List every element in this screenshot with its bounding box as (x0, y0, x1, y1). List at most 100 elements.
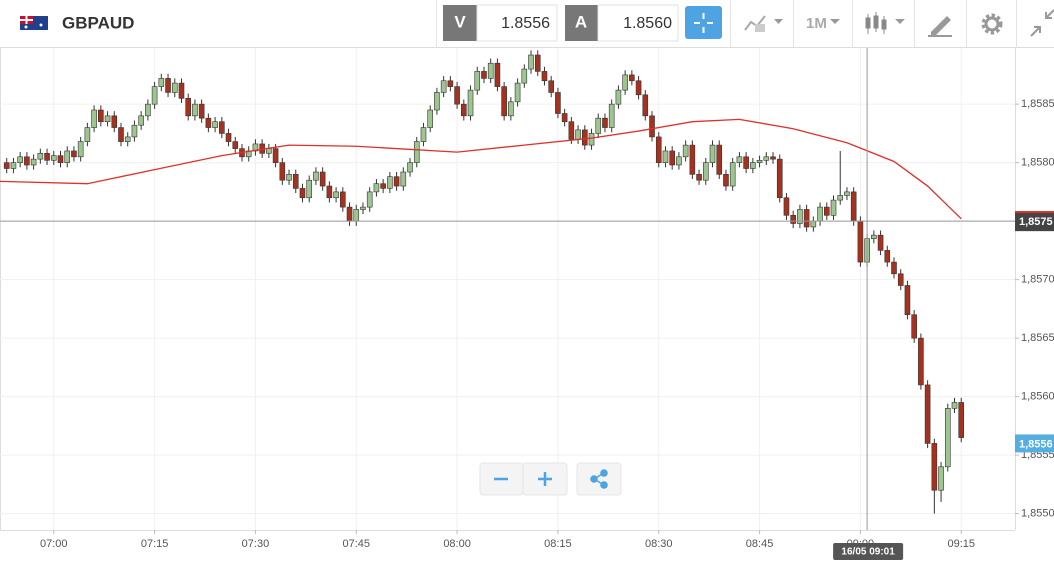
crosshair-y-tag (1015, 211, 1054, 232)
candle-body (911, 314, 917, 339)
candle-body (192, 103, 198, 117)
candle-body (797, 209, 803, 224)
y-tick-label: 1,8585 (1021, 98, 1054, 110)
candle-body (770, 156, 776, 160)
candle-body (185, 98, 192, 117)
candle-body (232, 141, 239, 149)
candle-body (918, 337, 924, 386)
candle-body (151, 86, 158, 105)
candle-body (165, 78, 171, 93)
flag-icon (20, 16, 48, 30)
candle-body (582, 129, 588, 146)
candle-body (407, 162, 413, 173)
candle-body (98, 109, 104, 123)
candle-body (871, 234, 877, 239)
crosshair-button[interactable] (685, 6, 722, 39)
candle-body (595, 117, 602, 134)
candle-body (124, 136, 131, 142)
candle-body (931, 443, 938, 491)
candle-body (897, 273, 904, 286)
candle-body (467, 89, 474, 117)
candle-body (548, 80, 554, 93)
x-tick-label: 08:45 (746, 538, 774, 550)
x-tick-label: 09:15 (947, 538, 975, 550)
x-tick-label: 08:15 (544, 538, 572, 550)
candle-body (676, 156, 682, 166)
y-tick-label: 1,8560 (1021, 391, 1054, 403)
candle-body (272, 148, 279, 163)
candle-body (3, 162, 10, 169)
plus-icon (538, 472, 552, 486)
candle-body (373, 183, 380, 193)
candle-body (702, 162, 709, 181)
candle-body (481, 71, 487, 79)
candle-body (555, 92, 561, 114)
crosshair-x-tag (833, 543, 904, 560)
candle-body (891, 261, 897, 275)
candle-body (649, 115, 655, 138)
candle-body (205, 117, 212, 128)
candle-body (24, 156, 30, 166)
settings-button[interactable] (981, 13, 1003, 35)
x-tick-label: 08:00 (443, 538, 471, 550)
candle-body (823, 206, 830, 216)
toolbar: GBPAUD V 1.8556 A 1.8560 1M (0, 0, 1054, 48)
ask-price: 1.8560 (623, 15, 672, 32)
candle-body (380, 183, 386, 189)
candle-body (487, 62, 494, 79)
candle-body (50, 155, 57, 161)
candle-body (91, 109, 97, 128)
bid-label: V (454, 12, 466, 31)
share-button[interactable] (576, 462, 622, 496)
candle-body (938, 466, 944, 491)
chart-type-button[interactable] (744, 15, 783, 32)
candle-style-button[interactable] (865, 12, 905, 34)
candle-body (857, 220, 864, 263)
candle-body (111, 115, 118, 128)
draw-tools-button[interactable] (928, 16, 952, 37)
candle-body (306, 179, 313, 199)
zoom-controls (479, 462, 622, 496)
crosshair-icon (694, 13, 713, 33)
candle-body (501, 86, 507, 117)
candle-body (689, 144, 696, 175)
candle-body (763, 156, 770, 161)
candle-body (299, 188, 306, 199)
ask-label-box (565, 5, 598, 41)
candle-body (568, 121, 575, 140)
candle-body (326, 185, 333, 199)
y-tick-label: 1,8570 (1021, 274, 1054, 286)
candle-body (696, 174, 702, 181)
candle-body (145, 103, 151, 117)
x-tick-label: 08:30 (645, 538, 673, 550)
candle-body (884, 250, 891, 263)
candle-body (10, 162, 17, 169)
candle-body (17, 156, 23, 163)
bid-label-box (443, 5, 477, 41)
candle-body (877, 234, 884, 251)
candle-body (84, 127, 91, 142)
fullscreen-button[interactable] (1030, 9, 1054, 37)
candle-body (447, 80, 454, 87)
crosshair-x-label: 16/05 09:01 (841, 547, 895, 558)
y-tick-label: 1,8550 (1021, 508, 1054, 520)
candle-body (353, 209, 360, 222)
candle-body (776, 158, 783, 199)
timeframe[interactable]: 1M (806, 15, 827, 32)
ask-field[interactable] (597, 4, 679, 42)
candle-body (434, 92, 440, 111)
candle-body (723, 174, 729, 187)
candle-body (131, 124, 138, 138)
x-tick-label: 07:15 (141, 538, 169, 550)
candle-body (736, 156, 743, 163)
candle-body (346, 206, 353, 222)
bid-field[interactable] (476, 4, 558, 42)
candle-body (198, 103, 205, 119)
candle-body (461, 103, 467, 117)
candle-body (44, 152, 50, 161)
candle-body (850, 191, 857, 222)
candle-body (904, 285, 911, 316)
candle-body (622, 74, 628, 91)
candle-body (944, 408, 951, 468)
y-tick-label: 1,8565 (1021, 332, 1054, 344)
